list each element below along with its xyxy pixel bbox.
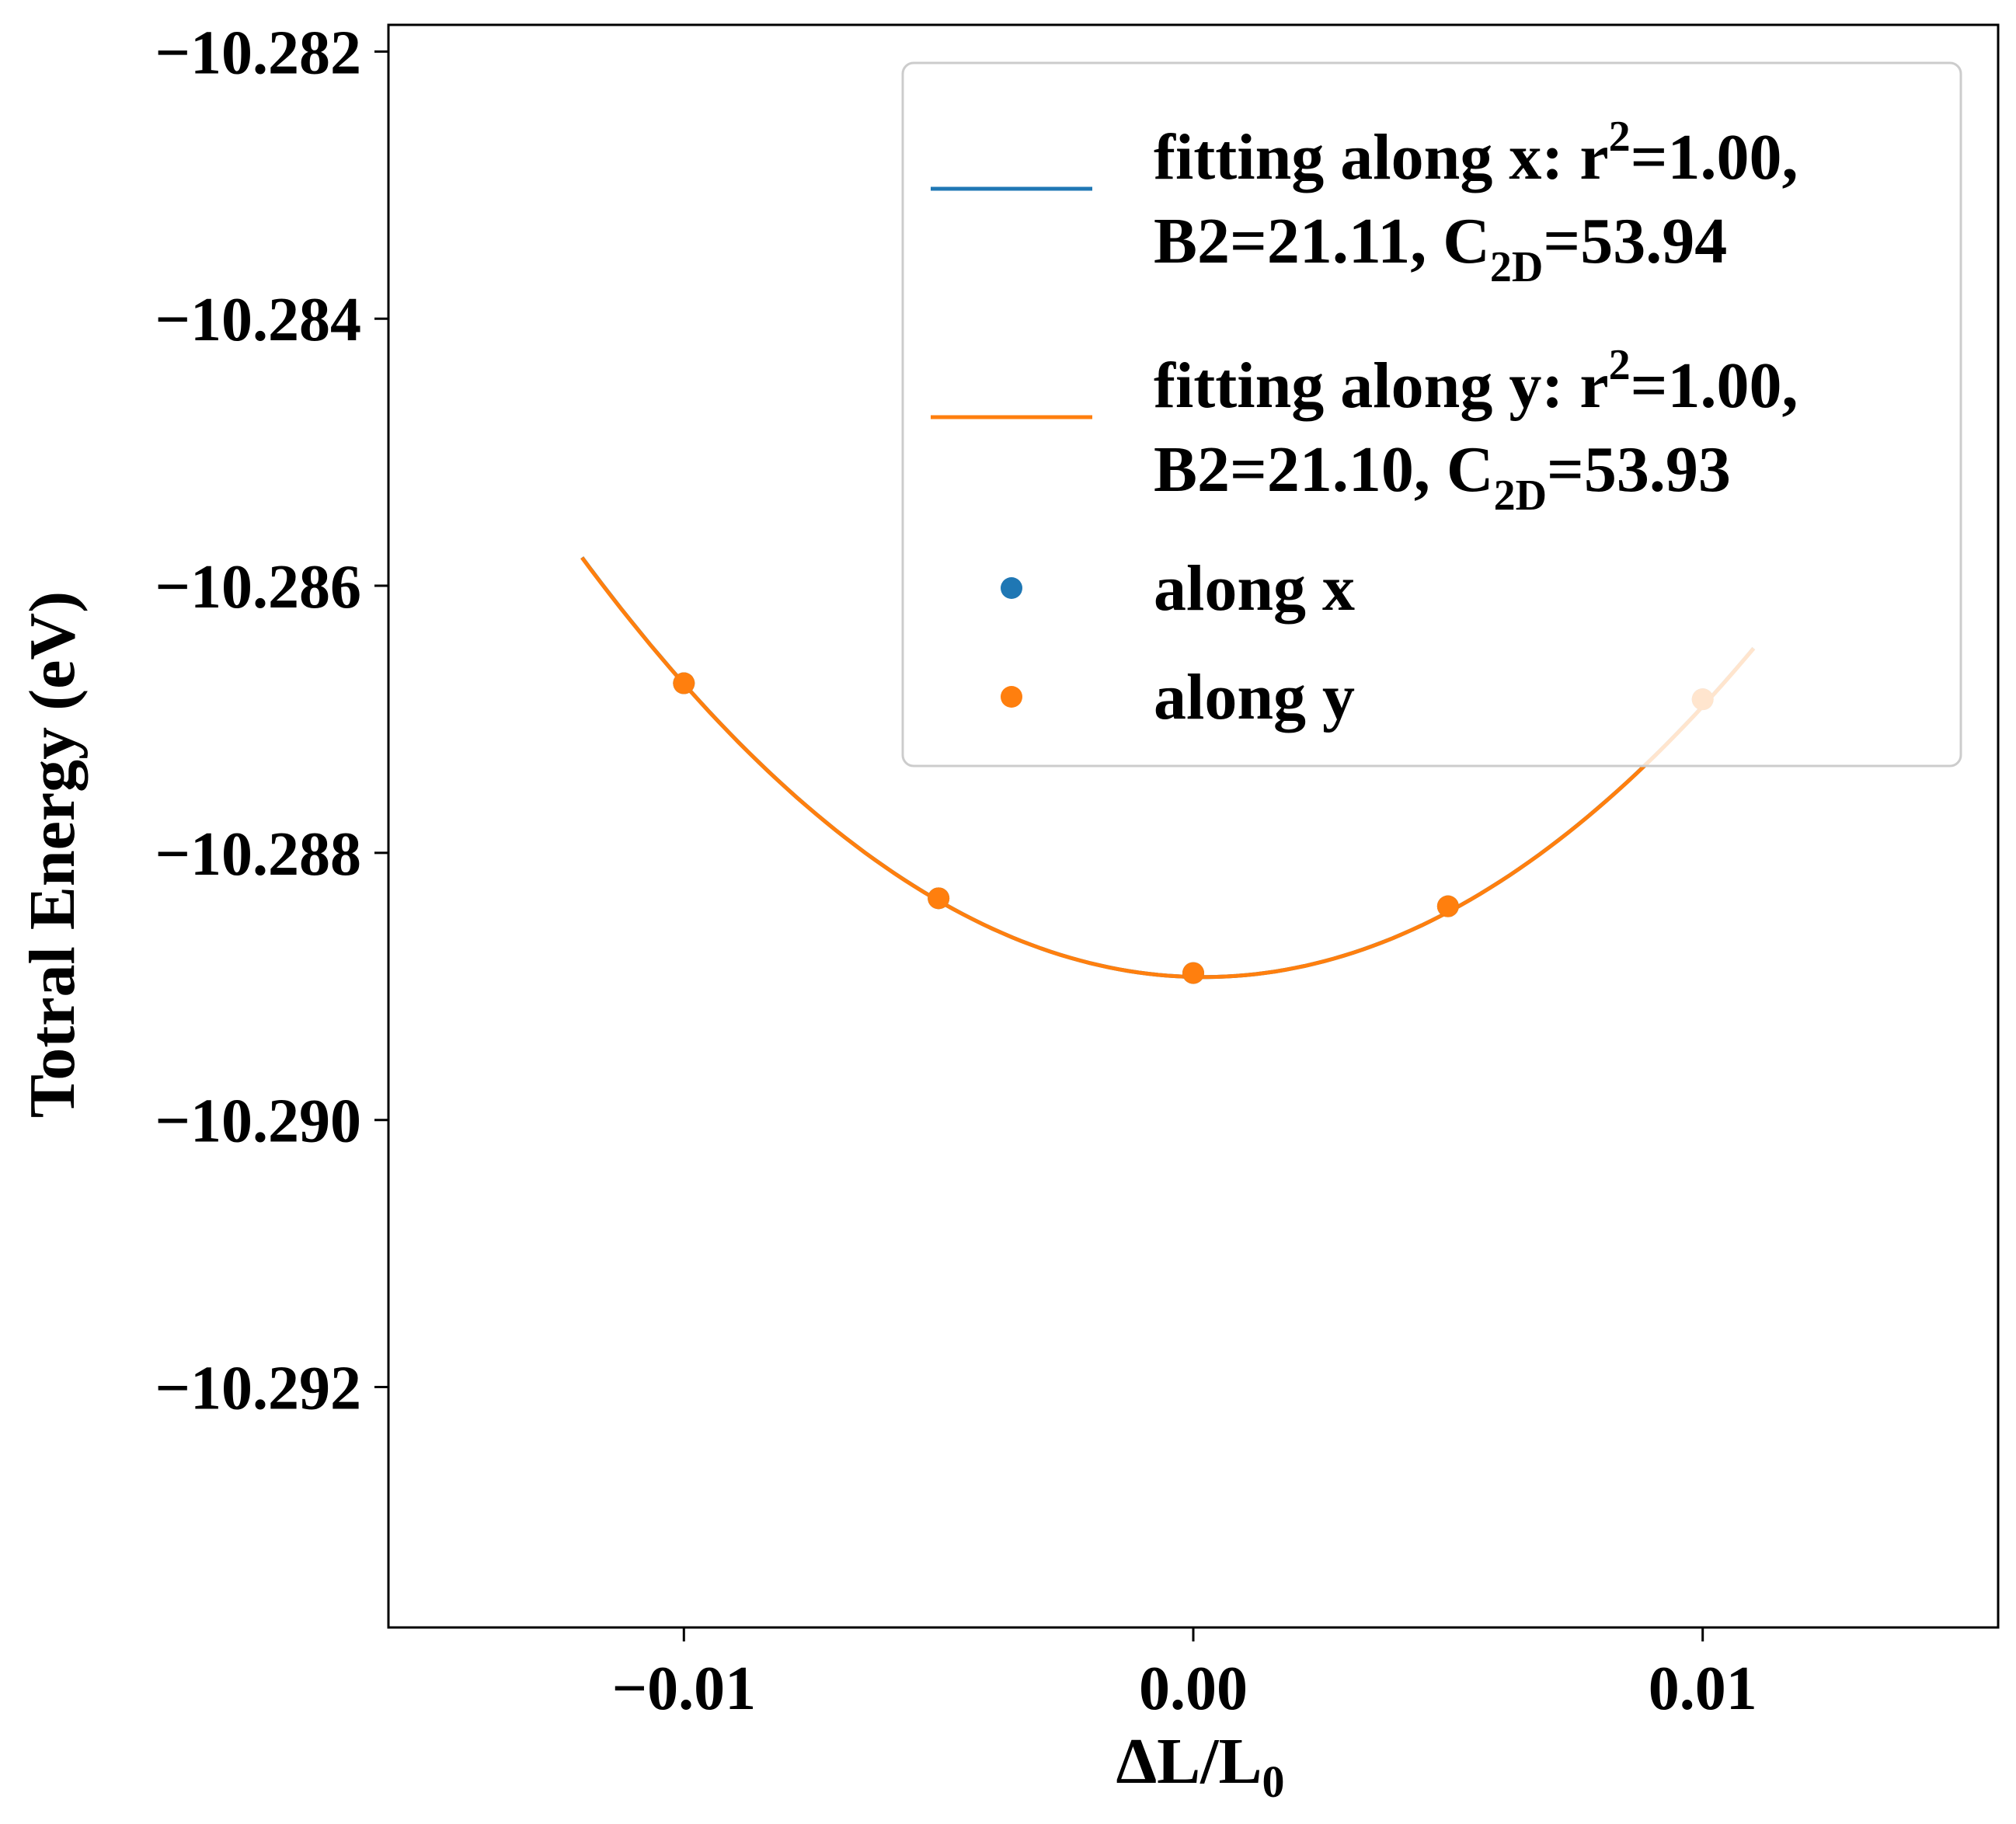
y-tick-label: −10.282 [155, 19, 361, 87]
legend-label-along-x: along x [1154, 552, 1355, 625]
x-tick-label: 0.01 [1649, 1655, 1757, 1723]
y-tick-label: −10.290 [155, 1088, 361, 1156]
legend: fitting along x: r2=1.00, B2=21.11, C2D=… [901, 61, 1962, 768]
legend-fit-y-line2: B2=21.10, C2D=53.93 [1154, 433, 1731, 520]
y-tick-label: −10.288 [155, 820, 361, 889]
legend-label-along-y: along y [1154, 661, 1355, 733]
data-point-y [673, 672, 695, 694]
axis-ticks: −0.01 0.00 0.01 −10.282 −10.284 −10.286 −10.28… [155, 19, 1757, 1723]
legend-marker-along-y [1001, 686, 1022, 708]
legend-fit-x-line1: fitting along x: r2=1.00, [1154, 113, 1798, 193]
data-point-y [928, 887, 950, 910]
data-point-y [1182, 962, 1204, 984]
fit-curves [580, 556, 1756, 980]
x-axis-label: ΔL/L0 [1116, 1725, 1284, 1807]
y-axis-label: Totral Energy (eV) [16, 591, 89, 1118]
legend-box [901, 61, 1962, 768]
legend-fit-x-line2: B2=21.11, C2D=53.94 [1154, 205, 1727, 291]
x-tick-label: −0.01 [612, 1655, 757, 1723]
legend-marker-along-x [1001, 577, 1022, 599]
y-tick-label: −10.292 [155, 1355, 361, 1423]
legend-fit-y-line1: fitting along y: r2=1.00, [1154, 341, 1798, 422]
data-point-y [1436, 895, 1459, 917]
x-tick-label: 0.00 [1139, 1655, 1248, 1723]
fit-curve-y [580, 556, 1756, 980]
y-tick-label: −10.284 [155, 286, 361, 354]
plot-frame [387, 23, 2000, 1629]
y-tick-label: −10.286 [155, 553, 361, 621]
